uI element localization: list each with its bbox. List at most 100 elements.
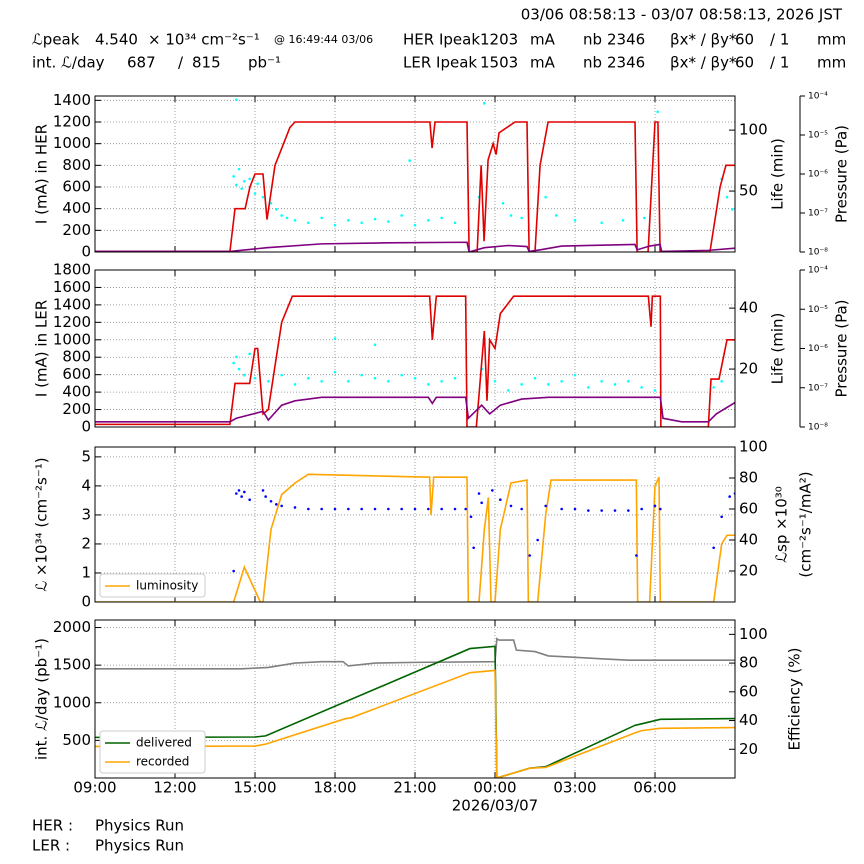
data-point (509, 214, 513, 217)
y3-tick-label: 10⁻⁸ (808, 423, 828, 433)
data-point (347, 507, 350, 511)
data-point (427, 383, 430, 386)
data-point (509, 504, 513, 508)
data-point (600, 509, 603, 512)
data-point (472, 546, 475, 550)
data-point (621, 219, 625, 222)
y3-axis-label: Pressure (Pa) (833, 125, 851, 223)
data-point (243, 180, 246, 183)
data-point (643, 216, 646, 220)
x-tick-label: 06:00 (633, 779, 676, 797)
data-point (240, 495, 243, 498)
y2-tick-label: 60 (739, 500, 758, 518)
data-point (275, 208, 278, 211)
data-point (293, 219, 297, 222)
data-point (413, 376, 417, 380)
y2-axis-label: ℒsp ×10³⁰ (773, 486, 791, 563)
header-text: 815 (192, 54, 221, 72)
data-point (536, 538, 539, 542)
header-text: 4.540 (95, 31, 138, 49)
y-axis-label: int. ℒ/day (pb⁻¹) (33, 638, 51, 760)
data-point (528, 554, 531, 557)
legend-label: luminosity (136, 579, 198, 593)
data-point (400, 214, 403, 217)
data-point (243, 373, 246, 377)
plot-area (95, 637, 735, 778)
y-tick-label: 1000 (53, 693, 91, 711)
data-point (493, 379, 497, 383)
data-point (501, 201, 505, 205)
data-point (560, 507, 563, 511)
data-point (307, 376, 310, 380)
data-point (491, 489, 494, 492)
data-point (440, 216, 443, 220)
data-point (640, 386, 643, 389)
data-point (440, 379, 443, 383)
plot-frame (94, 619, 736, 779)
y2-tick-label: 100 (739, 121, 768, 139)
y-tick-label: 400 (62, 383, 91, 401)
footer-text: LER : (32, 837, 70, 855)
data-point (261, 489, 265, 492)
y-tick-label: 1200 (53, 113, 91, 131)
header-text: 1503 (480, 54, 518, 72)
header-text: 60 (735, 31, 754, 49)
data-point (232, 569, 235, 573)
data-point (547, 383, 550, 386)
data-point (248, 177, 251, 181)
y2-axis-label: Efficiency (%) (786, 648, 804, 751)
data-point (613, 383, 617, 386)
data-point (280, 214, 283, 217)
data-point (587, 509, 590, 512)
data-point (237, 167, 241, 171)
data-point (387, 379, 390, 383)
data-point (587, 386, 590, 389)
y-tick-label: 1400 (53, 295, 91, 313)
y-tick-label: 1500 (53, 656, 91, 674)
y-tick-label: 600 (62, 365, 91, 383)
data-point (533, 376, 537, 380)
data-point (499, 498, 502, 502)
data-point (235, 183, 238, 187)
header-text: HER Ipeak (403, 31, 480, 49)
data-point (712, 386, 715, 389)
footer-text: Physics Run (95, 817, 184, 835)
data-point (544, 195, 547, 199)
data-point (720, 515, 723, 519)
y3-axis-label: Pressure (Pa) (833, 299, 851, 397)
legend-label: recorded (136, 755, 189, 769)
data-point (600, 379, 603, 383)
data-point (280, 504, 283, 508)
data-point (731, 208, 734, 211)
y2-tick-label: 80 (739, 469, 758, 487)
y-tick-label: 800 (62, 348, 91, 366)
data-point (248, 498, 251, 502)
data-point (600, 221, 603, 225)
y2-axis-label: (cm⁻²s⁻¹/mA²) (797, 471, 815, 577)
plot-area (95, 473, 735, 602)
data-point (320, 379, 323, 383)
y2-tick-label: 20 (739, 360, 758, 378)
data-point (373, 217, 377, 221)
data-point (469, 515, 473, 519)
x-tick-label: 15:00 (233, 779, 276, 797)
data-point (453, 376, 457, 380)
y3-tick-label: 10⁻⁷ (808, 383, 828, 393)
y3-tick-label: 10⁻⁷ (808, 209, 828, 219)
data-point (264, 495, 267, 498)
data-point (373, 507, 377, 511)
y-tick-label: 2 (81, 534, 91, 552)
y-tick-label: 1600 (53, 278, 91, 296)
y-tick-label: 1200 (53, 313, 91, 331)
data-point (573, 373, 577, 377)
data-point (387, 220, 390, 223)
y-tick-label: 1000 (53, 330, 91, 348)
data-point (307, 221, 310, 225)
data-line (95, 241, 735, 252)
y-axis-label: I (mA) in LER (33, 300, 51, 397)
data-point (635, 554, 638, 557)
data-point (400, 373, 403, 377)
y-tick-label: 400 (62, 199, 91, 217)
data-point (347, 219, 350, 222)
header-text: / 1 (770, 31, 789, 49)
